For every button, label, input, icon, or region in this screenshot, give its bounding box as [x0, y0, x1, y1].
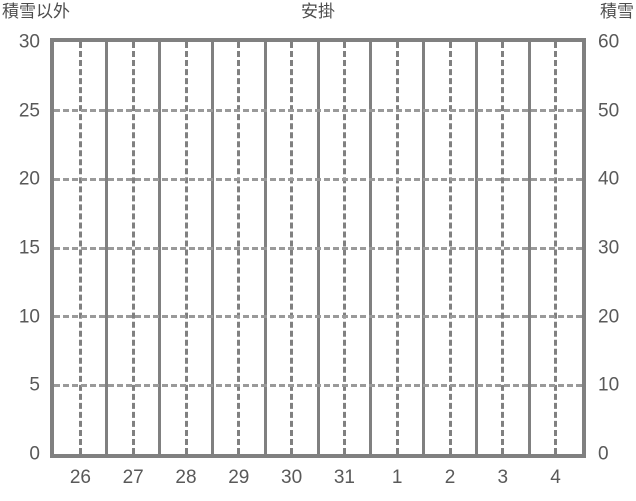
x-axis-tick-label: 1 — [391, 467, 403, 488]
horizontal-gridline — [54, 315, 582, 319]
horizontal-gridline — [54, 177, 582, 181]
right-axis-tick-label: 20 — [598, 306, 620, 328]
horizontal-gridline — [54, 109, 582, 113]
right-axis-tick-label: 30 — [598, 237, 620, 259]
x-axis-tick-label: 26 — [69, 467, 91, 488]
x-axis-tick-label: 30 — [281, 467, 303, 488]
x-axis-tick-label: 29 — [228, 467, 250, 488]
x-axis-tick-label: 27 — [122, 467, 144, 488]
right-axis-tick-label: 60 — [598, 31, 620, 53]
right-axis-tick-label: 0 — [598, 443, 609, 465]
horizontal-gridline — [54, 246, 582, 250]
right-axis-tick-label: 50 — [598, 100, 620, 122]
right-axis-tick-label: 10 — [598, 374, 620, 396]
left-axis-tick-label: 15 — [18, 237, 40, 259]
left-axis-tick-label: 20 — [18, 168, 40, 190]
left-axis-tick-label: 25 — [18, 100, 40, 122]
x-axis-tick-label: 2 — [444, 467, 456, 488]
left-axis-tick-label: 0 — [29, 443, 40, 465]
x-axis-tick-label: 4 — [550, 467, 561, 488]
left-axis-tick-label: 10 — [18, 306, 40, 328]
horizontal-gridline — [54, 383, 582, 387]
left-axis-tick-label: 5 — [29, 374, 40, 396]
plot-grid — [54, 42, 582, 454]
x-axis-tick-label: 3 — [497, 467, 509, 488]
left-axis-tick-label: 30 — [18, 31, 40, 53]
right-axis-tick-label: 40 — [598, 168, 620, 190]
x-axis-tick-label: 28 — [175, 467, 197, 488]
chart-title: 安掛 — [301, 2, 335, 21]
plot-area — [50, 38, 586, 458]
left-axis-title: 積雪以外 — [2, 2, 70, 21]
x-axis-tick-label: 31 — [333, 467, 355, 488]
right-axis-title: 積雪 — [600, 2, 634, 21]
